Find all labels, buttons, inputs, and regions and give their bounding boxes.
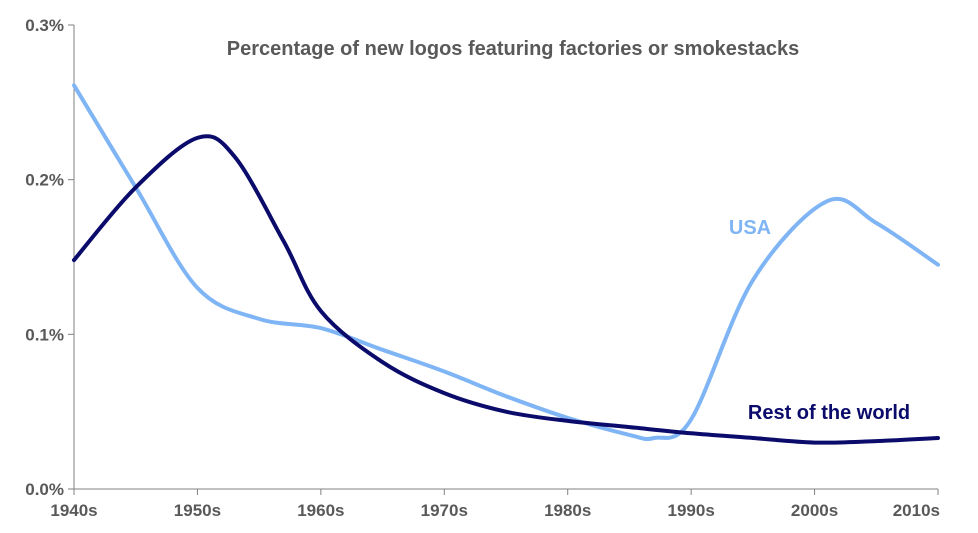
x-tick-label: 1970s	[421, 501, 468, 520]
y-tick-label: 0.0%	[25, 480, 64, 499]
x-tick-label: 1960s	[297, 501, 344, 520]
x-tick-label: 1940s	[50, 501, 97, 520]
series-label-rest-of-world: Rest of the world	[748, 402, 910, 424]
x-tick-label: 1980s	[544, 501, 591, 520]
y-axis-ticks: 0.0% 0.1% 0.2% 0.3%	[25, 16, 74, 499]
x-tick-label: 1950s	[174, 501, 221, 520]
x-tick-label: 2000s	[791, 501, 838, 520]
series-label-usa: USA	[729, 217, 771, 239]
series-line-usa	[72, 83, 940, 442]
y-tick-label: 0.3%	[25, 16, 64, 35]
x-tick-label: 2010s	[893, 501, 940, 520]
y-tick-label: 0.2%	[25, 171, 64, 190]
x-axis-ticks: 1940s 1950s 1960s 1970s 1980s 1990s 2000s 2010s	[50, 489, 940, 520]
series-line-rest-of-world	[72, 134, 940, 445]
y-tick-label: 0.1%	[25, 325, 64, 344]
x-tick-label: 1990s	[668, 501, 715, 520]
series-lines	[72, 83, 940, 445]
chart-title: Percentage of new logos featuring factor…	[227, 38, 799, 60]
